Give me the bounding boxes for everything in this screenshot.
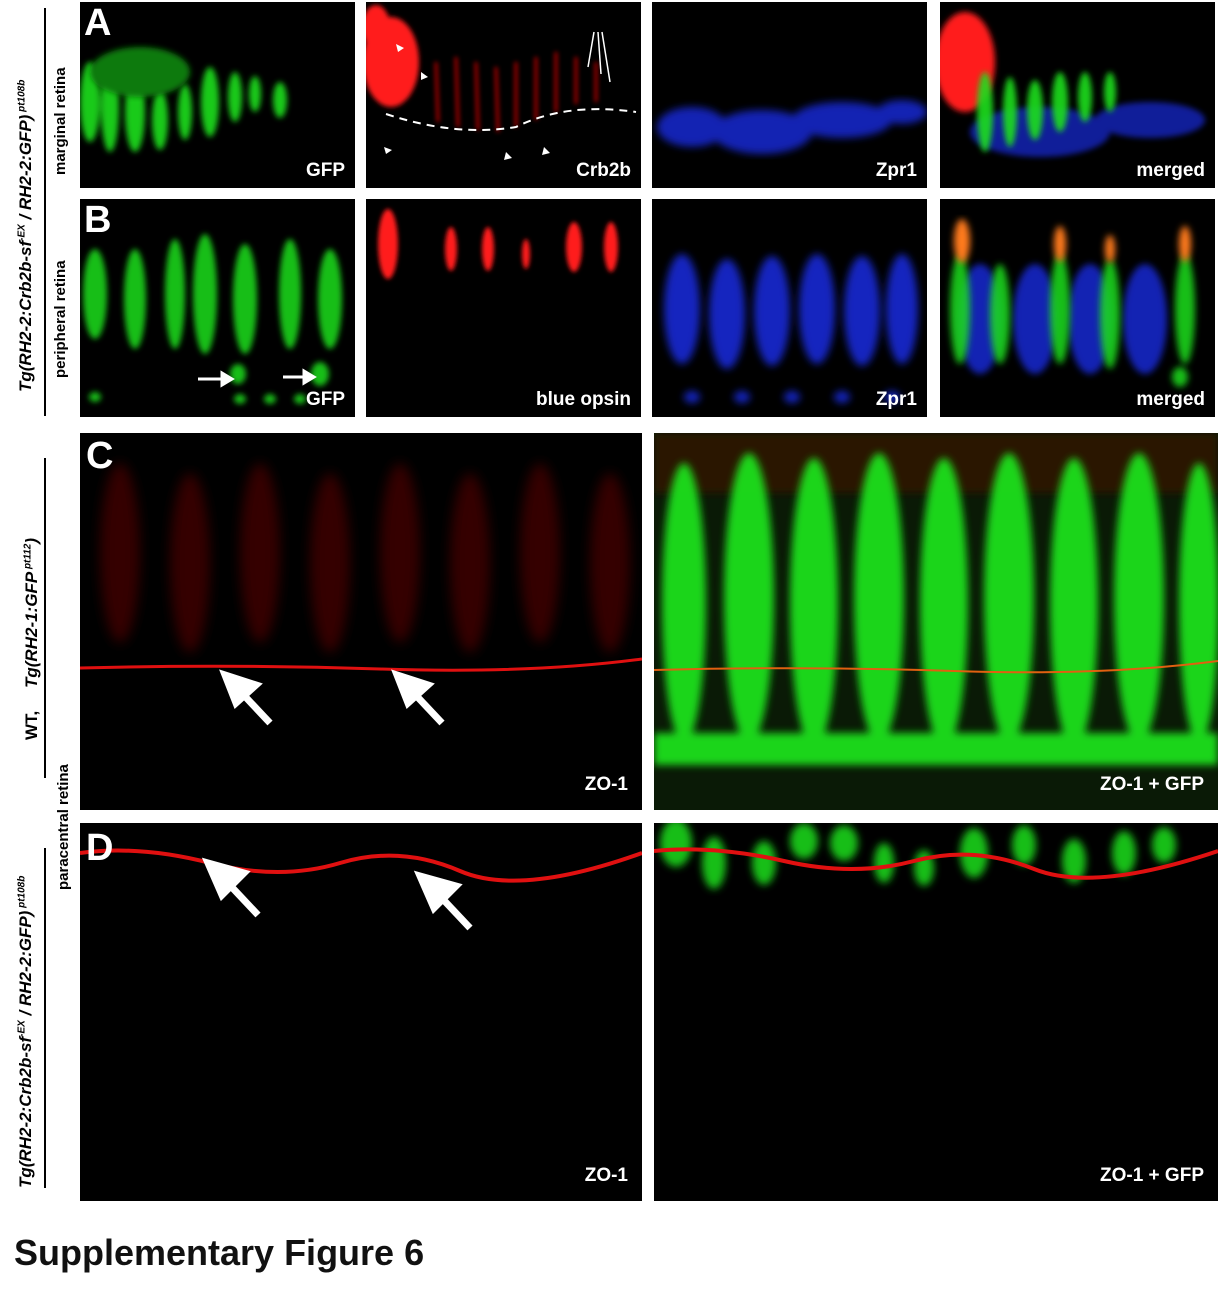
label-a-merged: merged xyxy=(1136,160,1205,181)
panel-b-zpr1: Zpr1 xyxy=(652,199,927,417)
micrograph-c-merged xyxy=(654,433,1218,810)
label-d-merged: ZO-1 + GFP xyxy=(1100,1165,1204,1186)
region-label-marginal: marginal retina xyxy=(52,67,69,175)
divider-d xyxy=(44,848,46,1188)
panel-a-crb2b: Crb2b xyxy=(366,2,641,188)
micrograph-b-zpr1 xyxy=(664,254,918,403)
genotype-label-c-prefix: WT, xyxy=(22,710,41,740)
label-b-zpr1: Zpr1 xyxy=(875,389,917,410)
label-a-zpr1: Zpr1 xyxy=(875,160,917,181)
micrograph-d-zo1 xyxy=(80,848,642,931)
micrograph-a-zpr1 xyxy=(657,100,927,154)
region-label-paracentral: paracentral retina xyxy=(55,764,72,890)
genotype-label-c: Tg(RH2-1:GFP pt112) xyxy=(22,537,41,688)
micrograph-b-blue-opsin xyxy=(378,209,618,279)
panel-letter-c: C xyxy=(86,435,114,477)
panel-letter-b: B xyxy=(84,199,112,241)
panel-letter-a: A xyxy=(84,2,112,44)
panel-a-merged: merged xyxy=(940,2,1215,188)
micrograph-a-crb2b xyxy=(366,5,637,160)
divider-ab xyxy=(44,8,46,416)
label-b-merged: merged xyxy=(1136,389,1205,410)
micrograph-a-gfp xyxy=(80,47,287,152)
panel-c-zo1: ZO-1 C xyxy=(80,433,642,810)
micrograph-b-merged xyxy=(950,219,1195,387)
label-b-blue-opsin: blue opsin xyxy=(536,389,631,410)
micrograph-a-merged xyxy=(940,12,1205,157)
panel-a-gfp: GFP A xyxy=(80,2,355,188)
panel-a-zpr1: Zpr1 xyxy=(652,2,927,188)
micrograph-d-merged xyxy=(654,823,1218,889)
panel-d-merged: ZO-1 + GFP xyxy=(654,823,1218,1201)
region-label-peripheral: peripheral retina xyxy=(52,260,69,378)
panel-b-merged: merged xyxy=(940,199,1215,417)
panel-b-blue-opsin: blue opsin xyxy=(366,199,641,417)
label-b-gfp: GFP xyxy=(305,389,345,410)
label-a-gfp: GFP xyxy=(305,160,345,181)
micrograph-c-zo1 xyxy=(80,463,642,726)
panel-b-gfp: GFP B xyxy=(80,199,355,417)
label-c-zo1: ZO-1 xyxy=(584,774,628,795)
figure-caption: Supplementary Figure 6 xyxy=(14,1232,425,1273)
panel-c-merged: ZO-1 + GFP xyxy=(654,433,1218,810)
genotype-label-ab: Tg(RH2-2:Crb2b-sf-EX / RH2-2:GFP) pt108b xyxy=(16,79,35,392)
label-d-zo1: ZO-1 xyxy=(584,1165,628,1186)
label-a-crb2b: Crb2b xyxy=(576,160,631,181)
panel-letter-d: D xyxy=(86,827,114,869)
micrograph-b-gfp xyxy=(83,234,342,404)
label-c-merged: ZO-1 + GFP xyxy=(1100,774,1204,795)
panel-d-zo1: ZO-1 D xyxy=(80,823,642,1201)
divider-c xyxy=(44,458,46,778)
genotype-label-d: Tg(RH2-2:Crb2b-sf-EX / RH2-2:GFP) pt108b xyxy=(16,875,35,1188)
